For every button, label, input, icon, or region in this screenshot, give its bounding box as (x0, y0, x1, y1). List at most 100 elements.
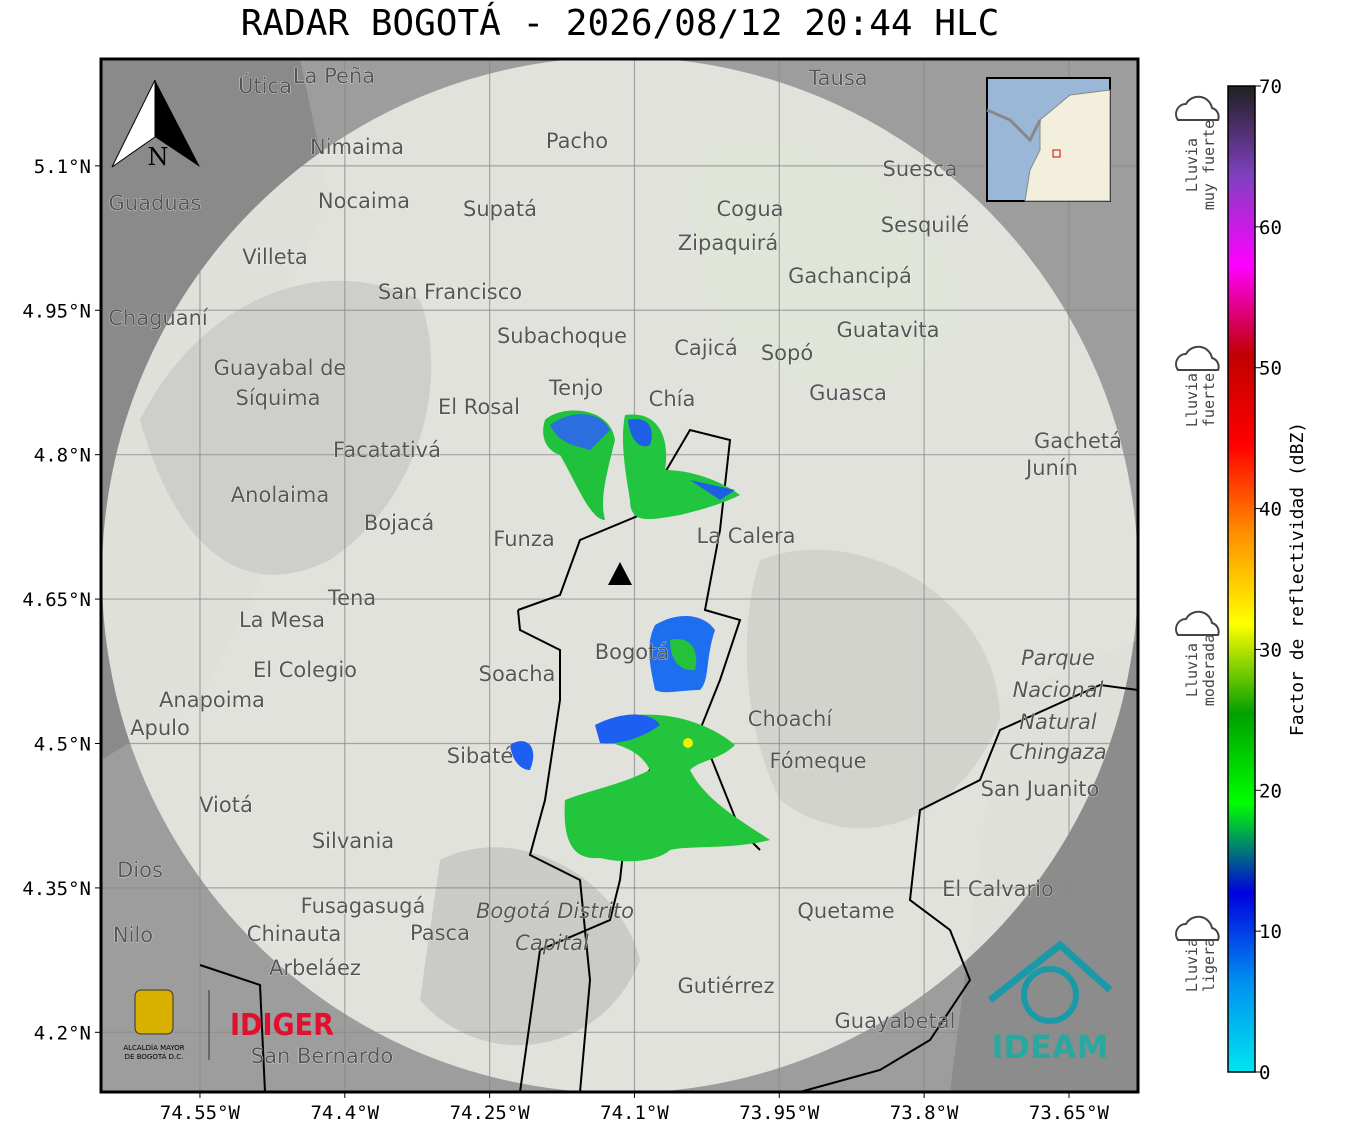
place-label: San Francisco (378, 280, 522, 304)
y-tick-label: 4.35°N (22, 878, 91, 900)
y-tick-label: 4.5°N (34, 733, 91, 755)
rain-level-label: Lluvia (1183, 643, 1201, 697)
alcaldia-line: DE BOGOTÁ D.C. (125, 1052, 184, 1061)
place-label: Apulo (130, 716, 190, 740)
place-label: Gachetá (1034, 429, 1122, 453)
place-label: San Juanito (981, 777, 1100, 801)
place-label: Capital (515, 931, 589, 955)
place-label: Natural (1019, 710, 1097, 734)
place-label: Nimaima (310, 135, 404, 159)
place-label: Nacional (1013, 678, 1104, 702)
title: RADAR BOGOTÁ - 2026/08/12 20:44 HLC (241, 2, 1000, 44)
place-label: Sibaté (447, 744, 514, 768)
place-label: Chía (649, 387, 696, 411)
place-label: Gachancipá (788, 264, 912, 288)
map-frame (99, 57, 1140, 1094)
colorbar-tick-label: 20 (1259, 780, 1282, 802)
x-tick-label: 74.4°W (310, 1102, 379, 1124)
rain-level-label: fuerte (1200, 373, 1218, 427)
y-tick-label: 4.95°N (22, 300, 91, 322)
x-tick-label: 74.1°W (600, 1102, 669, 1124)
place-label: Pacho (546, 129, 608, 153)
y-tick-label: 4.65°N (22, 589, 91, 611)
x-tick-label: 73.8°W (890, 1102, 959, 1124)
place-label: Funza (493, 527, 554, 551)
place-label: San Bernardo (251, 1044, 393, 1068)
place-label: Sopó (761, 341, 813, 365)
y-tick-label: 4.8°N (34, 445, 91, 467)
place-label: Arbeláez (269, 956, 361, 980)
place-label: Suesca (883, 157, 958, 181)
idiger-logo: IDIGER (230, 1008, 334, 1043)
place-label: Bogotá (595, 640, 670, 664)
place-label: Gutiérrez (678, 974, 775, 998)
place-label: Facatativá (333, 438, 441, 462)
place-label: Tausa (807, 66, 867, 90)
rain-icon (1175, 610, 1220, 636)
rain-level-label: Lluvia (1183, 373, 1201, 427)
place-label: Chinauta (247, 922, 341, 946)
place-label: Anolaima (231, 483, 329, 507)
place-label: Choachí (748, 707, 834, 731)
rain-level-label: moderada (1200, 634, 1218, 706)
x-tick-label: 73.95°W (739, 1102, 820, 1124)
rain-icon (1175, 915, 1220, 941)
alcaldia-line: ALCALDÍA MAYOR (123, 1043, 184, 1052)
place-label: Guayabal de (214, 356, 347, 380)
colorbar (1227, 85, 1256, 1073)
place-label: Guasca (809, 381, 887, 405)
place-label: Cajicá (674, 336, 738, 360)
x-tick-label: 73.65°W (1029, 1102, 1110, 1124)
x-tick-label: 74.55°W (160, 1102, 241, 1124)
place-label: Cogua (716, 197, 783, 221)
place-label: Guatavita (837, 318, 940, 342)
rain-level-label: Lluvia (1183, 938, 1201, 992)
rain-level-label: Lluvia (1183, 138, 1201, 192)
place-label: Chingaza (1009, 740, 1106, 764)
rain-icon (1175, 345, 1220, 371)
place-label: Nilo (113, 923, 153, 947)
place-label: Junín (1024, 456, 1078, 480)
place-label: Guaduas (109, 191, 202, 215)
place-label: Sesquilé (881, 213, 969, 237)
radar-echoes (510, 410, 770, 862)
place-label: La Mesa (239, 608, 325, 632)
place-label: Nocaima (318, 189, 410, 213)
place-label: Fómeque (769, 749, 866, 773)
place-label: Viotá (199, 793, 253, 817)
radar-site (608, 562, 632, 585)
colorbar-label: Factor de reflectividad (dBZ) (1287, 422, 1308, 736)
place-label: Zipaquirá (678, 231, 778, 255)
place-label: El Rosal (438, 395, 520, 419)
rain-level-label: muy fuerte (1200, 120, 1218, 210)
place-label: Soacha (479, 662, 556, 686)
colorbar-tick-label: 50 (1259, 358, 1282, 380)
place-label: Fusagasugá (301, 894, 426, 918)
ideam-logo: IDEAM (992, 1028, 1109, 1066)
place-label: Útica (238, 73, 292, 98)
north-label: N (148, 143, 169, 171)
place-label: Guayabetal (835, 1009, 956, 1033)
place-label: Dios (117, 858, 163, 882)
place-label: El Calvario (942, 877, 1054, 901)
rain-icon (1175, 95, 1220, 121)
place-label: Subachoque (497, 324, 627, 348)
place-label: Pasca (410, 921, 470, 945)
place-label: Quetame (797, 899, 894, 923)
place-label: La Peña (293, 64, 375, 88)
place-label: Síquima (236, 386, 321, 410)
place-label: Chaguaní (108, 306, 209, 330)
colorbar-tick-label: 40 (1259, 499, 1282, 521)
place-label: La Calera (696, 524, 795, 548)
colorbar-tick-label: 70 (1259, 76, 1282, 98)
place-label: Parque (1021, 646, 1095, 670)
place-label: Villeta (242, 245, 307, 269)
y-tick-label: 4.2°N (34, 1022, 91, 1044)
place-label: Silvania (312, 829, 394, 853)
x-tick-label: 74.25°W (450, 1102, 531, 1124)
place-label: Tena (327, 586, 376, 610)
north-arrow: N (111, 79, 200, 171)
place-label: Bojacá (364, 511, 434, 535)
